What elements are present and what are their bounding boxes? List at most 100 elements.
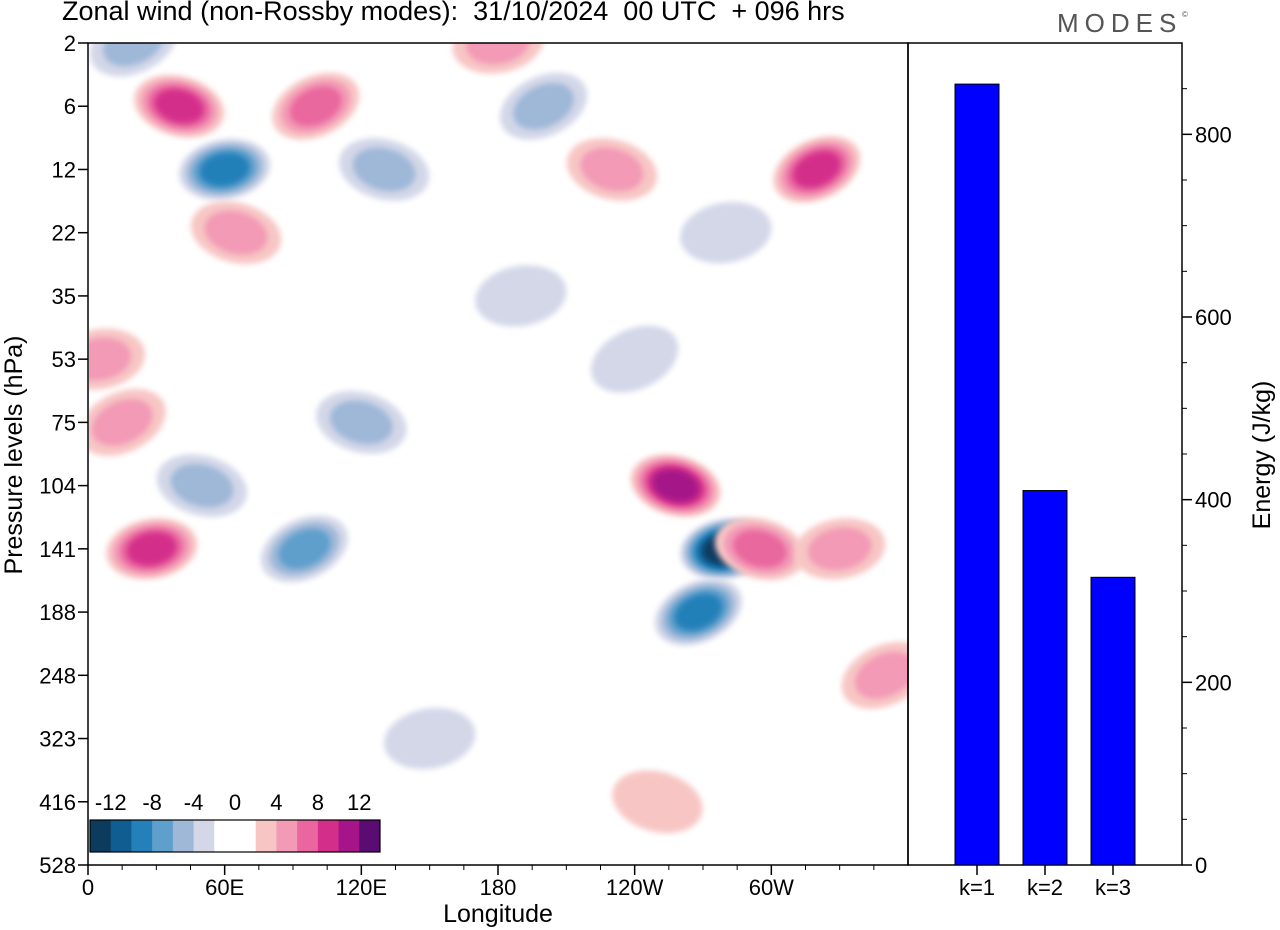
y-tick-label: 248 <box>39 663 76 688</box>
energy-tick-label: 200 <box>1195 670 1232 695</box>
longitude-axis: 0 60E 120E 180 120W 60W <box>82 865 875 900</box>
heatmap-field <box>89 43 908 834</box>
colorbar-frame <box>89 819 381 853</box>
x-axis-title: Longitude <box>443 900 553 928</box>
contour-level <box>384 707 476 770</box>
colorbar-swatch <box>255 820 277 852</box>
chart-title: Zonal wind (non-Rossby modes): 31/10/202… <box>62 0 845 26</box>
colorbar-label: 4 <box>270 790 282 815</box>
pressure-axis: 2 6 12 22 35 53 75 104 141 188 248 323 416 528 <box>39 31 88 878</box>
wind-feature <box>134 74 225 138</box>
energy-tick-label: 400 <box>1195 488 1232 513</box>
energy-bar <box>954 83 1000 866</box>
contour-level <box>591 325 679 393</box>
wind-feature <box>612 770 703 834</box>
x-tick-label: 180 <box>480 875 517 900</box>
wind-feature <box>773 136 861 203</box>
wind-feature <box>316 391 407 454</box>
colorbar-label: -4 <box>184 790 204 815</box>
contour-level <box>154 89 204 124</box>
energy-tick-label: 0 <box>1195 853 1207 878</box>
wind-feature <box>179 138 271 201</box>
energy-axis: 0 200 400 600 800 <box>1182 88 1232 878</box>
logo-copyright-mark: © <box>1182 10 1188 19</box>
wind-feature <box>630 454 721 517</box>
colorbar-label: 0 <box>229 790 241 815</box>
colorbar-swatch <box>131 820 153 852</box>
wind-feature <box>841 641 908 709</box>
colorbar-swatch <box>338 820 360 852</box>
contour-level <box>807 527 872 571</box>
contour-level <box>204 210 268 255</box>
energy-axis-title: Energy (J/kg) <box>1248 381 1276 530</box>
colorbar-swatch <box>214 820 236 852</box>
y-tick-label: 6 <box>64 94 76 119</box>
energy-bar <box>1022 490 1068 866</box>
contour-level <box>513 82 574 130</box>
y-tick-label: 104 <box>39 474 76 499</box>
contour-level <box>733 530 787 568</box>
wind-feature <box>190 201 282 265</box>
wind-feature <box>89 388 166 456</box>
wind-feature <box>680 202 772 264</box>
wind-feature <box>156 454 247 517</box>
colorbar-swatch <box>317 820 340 852</box>
y-tick-label: 188 <box>39 600 76 625</box>
contour-level <box>89 337 132 381</box>
energy-tick-label: 800 <box>1195 122 1232 147</box>
contour-level <box>793 151 841 188</box>
colorbar-swatch <box>152 820 174 852</box>
x-tick-label: 60E <box>205 875 244 900</box>
modes-logo: MODES <box>1057 8 1183 38</box>
wind-feature <box>499 72 588 140</box>
colorbar-swatch <box>359 820 381 852</box>
wind-feature <box>591 325 679 393</box>
contour-level <box>278 528 331 569</box>
contour-level <box>289 86 342 127</box>
contour-level <box>199 152 250 187</box>
y-tick-label: 35 <box>52 284 76 309</box>
y-tick-label: 528 <box>39 853 76 878</box>
x-tick-label: 0 <box>82 875 94 900</box>
contour-level <box>466 43 530 65</box>
y-tick-label: 12 <box>52 157 76 182</box>
contour-level <box>680 202 772 264</box>
bar-category-label: k=2 <box>1027 875 1063 900</box>
y-tick-label: 416 <box>39 790 76 815</box>
colorbar-swatch <box>193 820 215 852</box>
x-tick-label: 120W <box>606 875 664 900</box>
wind-feature <box>566 138 657 201</box>
colorbar-label: 12 <box>347 790 371 815</box>
wind-feature <box>714 517 806 581</box>
colorbar-label: -8 <box>142 790 162 815</box>
contour-level <box>854 651 908 699</box>
wind-feature <box>452 43 544 74</box>
y-tick-label: 75 <box>52 410 76 435</box>
energy-bars: k=1 k=2 k=3 <box>954 83 1136 900</box>
y-tick-label: 53 <box>52 347 76 372</box>
contour-level <box>170 463 234 508</box>
contour-level <box>612 770 703 834</box>
energy-bar <box>1090 576 1136 866</box>
x-tick-label: 120E <box>336 875 387 900</box>
colorbar: -12 -8 -4 0 4 8 12 <box>89 790 381 853</box>
contour-level <box>103 43 164 67</box>
energy-tick-label: 600 <box>1195 305 1232 330</box>
wind-feature <box>89 43 178 77</box>
y-tick-label: 141 <box>39 537 76 562</box>
contour-level <box>352 147 416 192</box>
colorbar-swatch <box>90 820 112 852</box>
wind-feature <box>272 72 360 140</box>
bar-category-label: k=1 <box>959 875 995 900</box>
colorbar-swatch <box>235 820 257 852</box>
colorbar-swatch <box>172 820 195 852</box>
wind-feature <box>475 265 567 327</box>
wind-feature <box>384 707 476 770</box>
wind-feature <box>339 138 430 201</box>
contour-level <box>580 147 644 192</box>
contour-level <box>652 469 699 502</box>
contour-level <box>91 399 153 446</box>
wind-feature <box>89 328 145 390</box>
colorbar-swatch <box>297 820 319 852</box>
